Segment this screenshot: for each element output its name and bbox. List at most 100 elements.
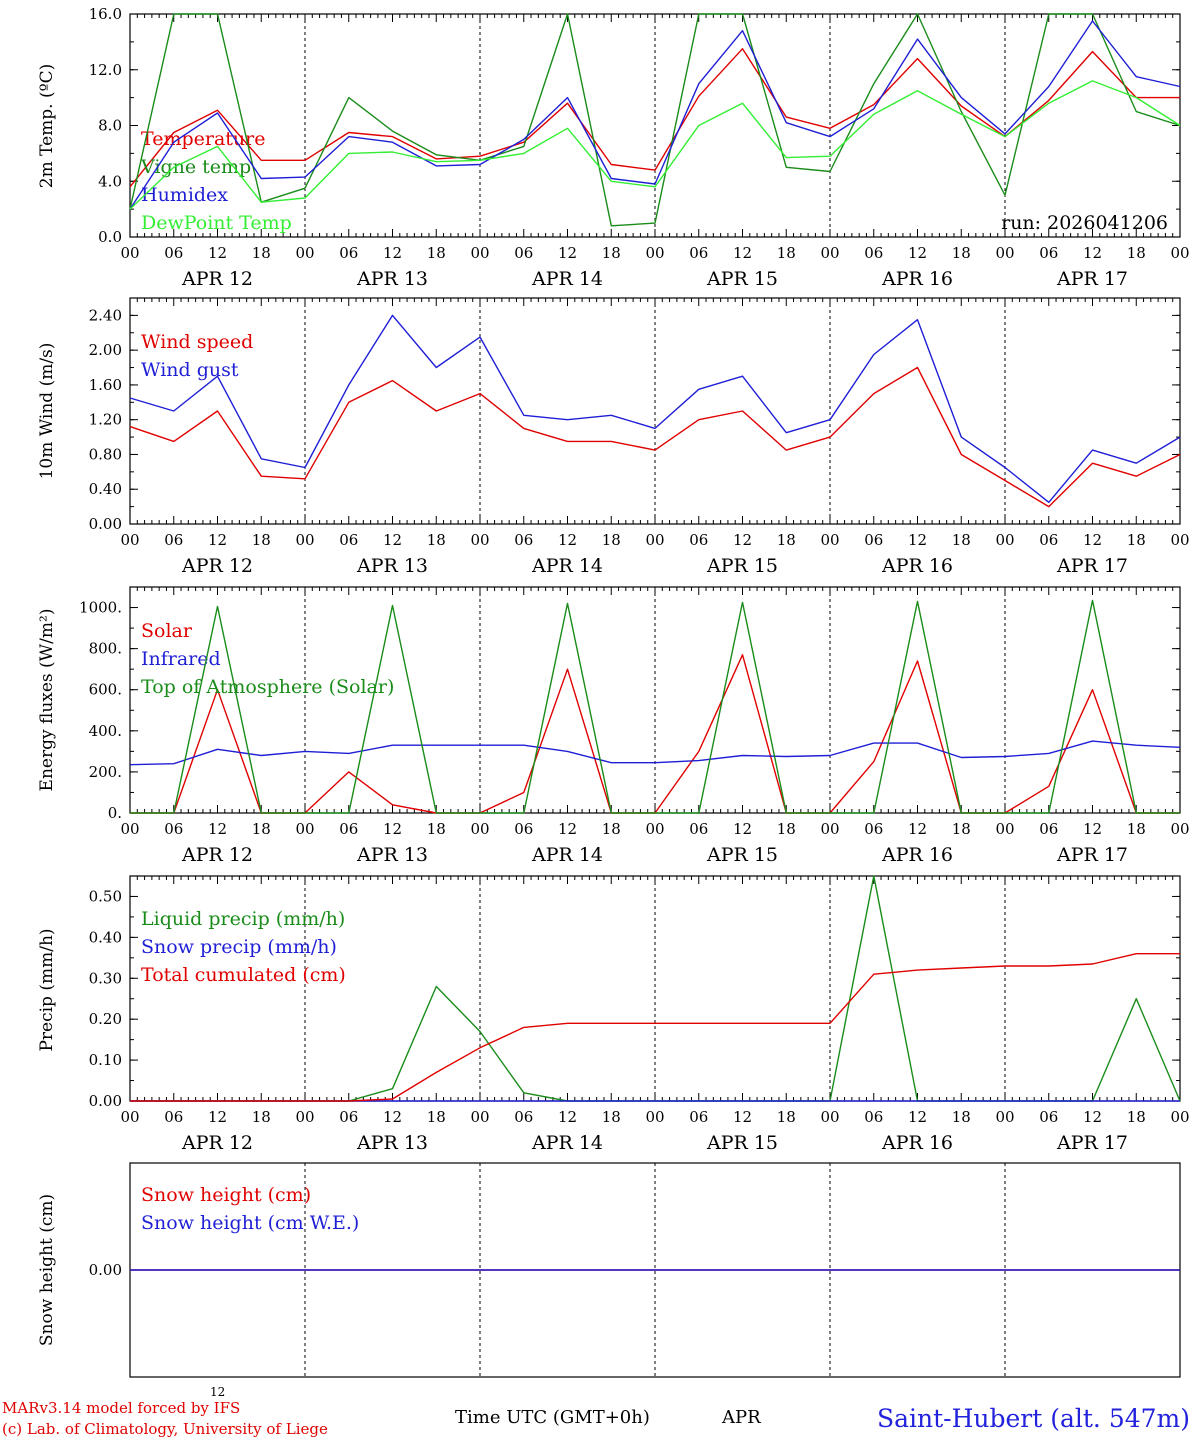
panel-2: 00 06 12 18 00 06 12 18 00 06 12 18 00 06 12 18 00 06 12 18…: [37, 297, 1190, 577]
x-tick-label: 00: [820, 820, 839, 838]
day-label: APR 15: [706, 844, 778, 866]
x-tick-label: 12: [733, 820, 752, 838]
day-label: APR 12: [181, 555, 253, 577]
x-tick-label: 18: [1127, 531, 1146, 549]
x-tick-label: 06: [339, 244, 358, 262]
panel-4: 00 06 12 18 00 06 12 18 00 06 12 18 00 06 12 18 00 06 12 18…: [37, 875, 1190, 1154]
model-credit: MARv3.14 model forced by IFS: [2, 1399, 240, 1417]
x-tick-label: 00: [295, 820, 314, 838]
lab-credit: (c) Lab. of Climatology, University of L…: [2, 1420, 328, 1438]
legend-entry: Top of Atmosphere (Solar): [141, 676, 394, 698]
x-tick-label: 06: [689, 1108, 708, 1126]
day-label: APR 16: [881, 844, 953, 866]
x-tick-label: 06: [1039, 244, 1058, 262]
x-tick-label: 18: [252, 244, 271, 262]
x-tick-label: 06: [689, 820, 708, 838]
run-annotation: run: 2026041206: [1001, 212, 1168, 234]
month-label: APR: [721, 1407, 761, 1428]
x-tick-label: 00: [470, 531, 489, 549]
x-tick-label: 12: [1083, 531, 1102, 549]
legend-entry: Infrared: [141, 648, 221, 670]
day-label: APR 14: [531, 555, 603, 577]
x-tick-label: 18: [602, 1108, 621, 1126]
x-tick-label: 00: [470, 1108, 489, 1126]
x-tick-label: 06: [514, 1108, 533, 1126]
day-label: APR 14: [531, 268, 603, 290]
x-tick-label: 06: [689, 244, 708, 262]
x-tick-label: 06: [514, 244, 533, 262]
x-tick-label: 00: [1170, 531, 1189, 549]
y-tick-label: 8.0: [98, 117, 122, 135]
y-tick-label: 0.20: [89, 1010, 122, 1028]
x-tick-label: 18: [427, 531, 446, 549]
x-tick-label: 12: [733, 1108, 752, 1126]
x-tick-label: 18: [427, 244, 446, 262]
x-tick-label: 12: [733, 531, 752, 549]
panel-3: 00 06 12 18 00 06 12 18 00 06 12 18 00 06 12 18 00 06 12 18…: [37, 586, 1190, 866]
x-tick-label: 12: [1083, 1108, 1102, 1126]
x-tick-label: 00: [995, 1108, 1014, 1126]
x-tick-label: 18: [602, 244, 621, 262]
y-axis-label: Snow height (cm): [37, 1194, 57, 1346]
x-tick-label: 12: [558, 244, 577, 262]
x-tick-label: 06: [864, 820, 883, 838]
day-label: APR 12: [181, 1132, 253, 1154]
x-tick-label: 00: [470, 244, 489, 262]
y-tick-label: 1.60: [89, 376, 122, 394]
x-tick-label: 18: [952, 820, 971, 838]
panel-5: 0.00 Snow height (cm) Snow height (cm) Snow…: [37, 1162, 1181, 1378]
x-tick-label: 06: [514, 820, 533, 838]
x-tick-label: 12: [558, 531, 577, 549]
x-tick-label: 06: [1039, 820, 1058, 838]
day-label: APR 13: [356, 844, 428, 866]
series-line-top-of-atmosphere-solar-: [130, 599, 1180, 814]
x-tick-label: 00: [295, 244, 314, 262]
x-tick-label: 12: [558, 1108, 577, 1126]
x-tick-label: 12: [383, 531, 402, 549]
y-tick-label: 16.0: [89, 5, 122, 23]
x-tick-label: 12: [1083, 244, 1102, 262]
y-tick-label: 0.00: [89, 1092, 122, 1110]
panel-1: 00 06 12 18 00 06 12 18 00 06 12 18 00 06 12 18 00 06 12 18…: [37, 5, 1190, 290]
x-tick-label: 00: [995, 531, 1014, 549]
x-tick-label: 12: [208, 820, 227, 838]
series-line-humidex: [129, 20, 1181, 210]
x-tick-label: 18: [602, 820, 621, 838]
series-line-dewpoint-temp: [129, 80, 1181, 210]
x-tick-label: 06: [339, 531, 358, 549]
x-tick-label: 18: [1127, 1108, 1146, 1126]
y-axis-label: Precip (mm/h): [37, 928, 57, 1051]
x-tick-label: 18: [952, 531, 971, 549]
y-axis-label: 2m Temp. (ºC): [37, 64, 57, 189]
x-tick-label: 06: [864, 244, 883, 262]
series-line-vigne-temp: [129, 13, 1181, 227]
x-tick-label: 18: [1127, 820, 1146, 838]
day-label: APR 13: [356, 555, 428, 577]
day-label: APR 16: [881, 1132, 953, 1154]
x-tick-label: 00: [645, 1108, 664, 1126]
x-tick-label: 12: [908, 244, 927, 262]
x-tick-label: 00: [820, 1108, 839, 1126]
x-tick-label: 00: [995, 244, 1014, 262]
x-tick-label: 18: [777, 531, 796, 549]
y-tick-label: 0.30: [89, 969, 122, 987]
x-tick-label: 00: [1170, 820, 1189, 838]
series-line-wind-gust: [129, 314, 1181, 503]
x-tick-label: 18: [252, 820, 271, 838]
legend-entry: Solar: [141, 620, 193, 642]
series-line-infrared: [129, 740, 1181, 766]
y-tick-label: 0.00: [89, 515, 122, 533]
legend-entry: Liquid precip (mm/h): [141, 908, 345, 930]
legend-entry: Wind gust: [141, 359, 239, 381]
y-tick-label: 12.0: [89, 61, 122, 79]
y-tick-label: 0.50: [89, 887, 122, 905]
day-label: APR 15: [706, 268, 778, 290]
x-tick-label: 12: [908, 820, 927, 838]
x-tick-label: 00: [120, 244, 139, 262]
x-tick-label: 12: [208, 531, 227, 549]
x-tick-label: 12: [383, 244, 402, 262]
x-tick-label: 12: [208, 244, 227, 262]
y-tick-label: 0.40: [89, 928, 122, 946]
x-tick-label: 18: [777, 244, 796, 262]
x-tick-label: 12: [208, 1108, 227, 1126]
